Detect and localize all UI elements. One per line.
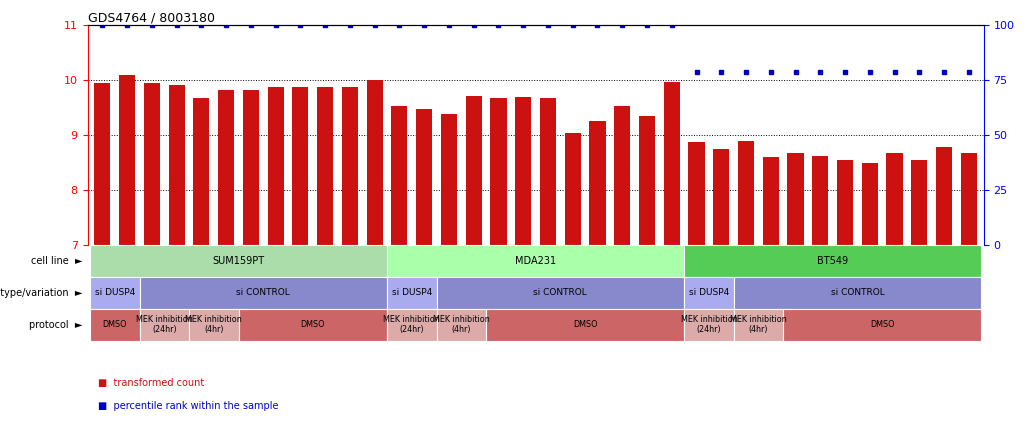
Bar	[614, 106, 630, 245]
Bar	[90, 245, 387, 277]
Text: MEK inhibition
(24hr): MEK inhibition (24hr)	[681, 315, 737, 334]
Bar	[564, 133, 581, 245]
Bar	[813, 156, 828, 245]
Text: DMSO: DMSO	[573, 320, 597, 329]
Bar	[194, 98, 209, 245]
Text: si CONTROL: si CONTROL	[237, 288, 290, 297]
Bar	[788, 153, 803, 245]
Bar	[387, 309, 437, 341]
Bar	[95, 83, 110, 245]
Text: DMSO: DMSO	[870, 320, 894, 329]
Bar	[387, 277, 437, 309]
Bar	[589, 121, 606, 245]
Bar	[862, 163, 878, 245]
Text: si CONTROL: si CONTROL	[830, 288, 885, 297]
Bar	[540, 98, 556, 245]
Bar	[169, 85, 184, 245]
Bar	[218, 90, 234, 245]
Bar	[936, 148, 952, 245]
Bar	[119, 75, 135, 245]
Bar	[887, 153, 902, 245]
Bar	[90, 277, 139, 309]
Bar	[733, 309, 783, 341]
Text: MEK inhibition
(24hr): MEK inhibition (24hr)	[136, 315, 193, 334]
Bar	[437, 277, 684, 309]
Text: MEK inhibition
(4hr): MEK inhibition (4hr)	[185, 315, 242, 334]
Bar	[144, 83, 160, 245]
Bar	[391, 106, 408, 245]
Bar	[367, 80, 383, 245]
Bar	[243, 90, 259, 245]
Bar	[684, 245, 982, 277]
Bar	[783, 309, 982, 341]
Bar	[139, 309, 190, 341]
Bar	[684, 309, 733, 341]
Bar	[441, 115, 457, 245]
Text: MEK inhibition
(24hr): MEK inhibition (24hr)	[383, 315, 440, 334]
Text: si DUSP4: si DUSP4	[689, 288, 729, 297]
Bar	[90, 309, 139, 341]
Text: DMSO: DMSO	[103, 320, 127, 329]
Bar	[684, 277, 733, 309]
Bar	[763, 157, 779, 245]
Bar	[733, 277, 982, 309]
Bar	[663, 82, 680, 245]
Text: GDS4764 / 8003180: GDS4764 / 8003180	[88, 11, 214, 24]
Text: genotype/variation  ►: genotype/variation ►	[0, 288, 82, 298]
Bar	[713, 149, 729, 245]
Text: protocol  ►: protocol ►	[29, 320, 82, 330]
Bar	[737, 141, 754, 245]
Text: MDA231: MDA231	[515, 256, 556, 266]
Bar	[293, 87, 308, 245]
Bar	[268, 87, 283, 245]
Text: BT549: BT549	[817, 256, 849, 266]
Bar	[515, 97, 531, 245]
Bar	[139, 277, 387, 309]
Text: si DUSP4: si DUSP4	[95, 288, 135, 297]
Text: si DUSP4: si DUSP4	[391, 288, 432, 297]
Bar	[912, 159, 927, 245]
Bar	[688, 142, 705, 245]
Bar	[342, 87, 358, 245]
Text: MEK inhibition
(4hr): MEK inhibition (4hr)	[730, 315, 787, 334]
Text: DMSO: DMSO	[301, 320, 325, 329]
Text: ■  transformed count: ■ transformed count	[98, 378, 204, 388]
Bar	[466, 96, 482, 245]
Bar	[239, 309, 387, 341]
Text: si CONTROL: si CONTROL	[534, 288, 587, 297]
Bar	[190, 309, 239, 341]
Bar	[837, 160, 853, 245]
Text: SUM159PT: SUM159PT	[212, 256, 265, 266]
Bar	[317, 87, 334, 245]
Bar	[490, 98, 507, 245]
Text: cell line  ►: cell line ►	[31, 256, 82, 266]
Bar	[416, 109, 433, 245]
Bar	[387, 245, 684, 277]
Bar	[961, 153, 976, 245]
Text: ■  percentile rank within the sample: ■ percentile rank within the sample	[98, 401, 278, 411]
Text: MEK inhibition
(4hr): MEK inhibition (4hr)	[433, 315, 489, 334]
Bar	[639, 116, 655, 245]
Bar	[486, 309, 684, 341]
Bar	[437, 309, 486, 341]
